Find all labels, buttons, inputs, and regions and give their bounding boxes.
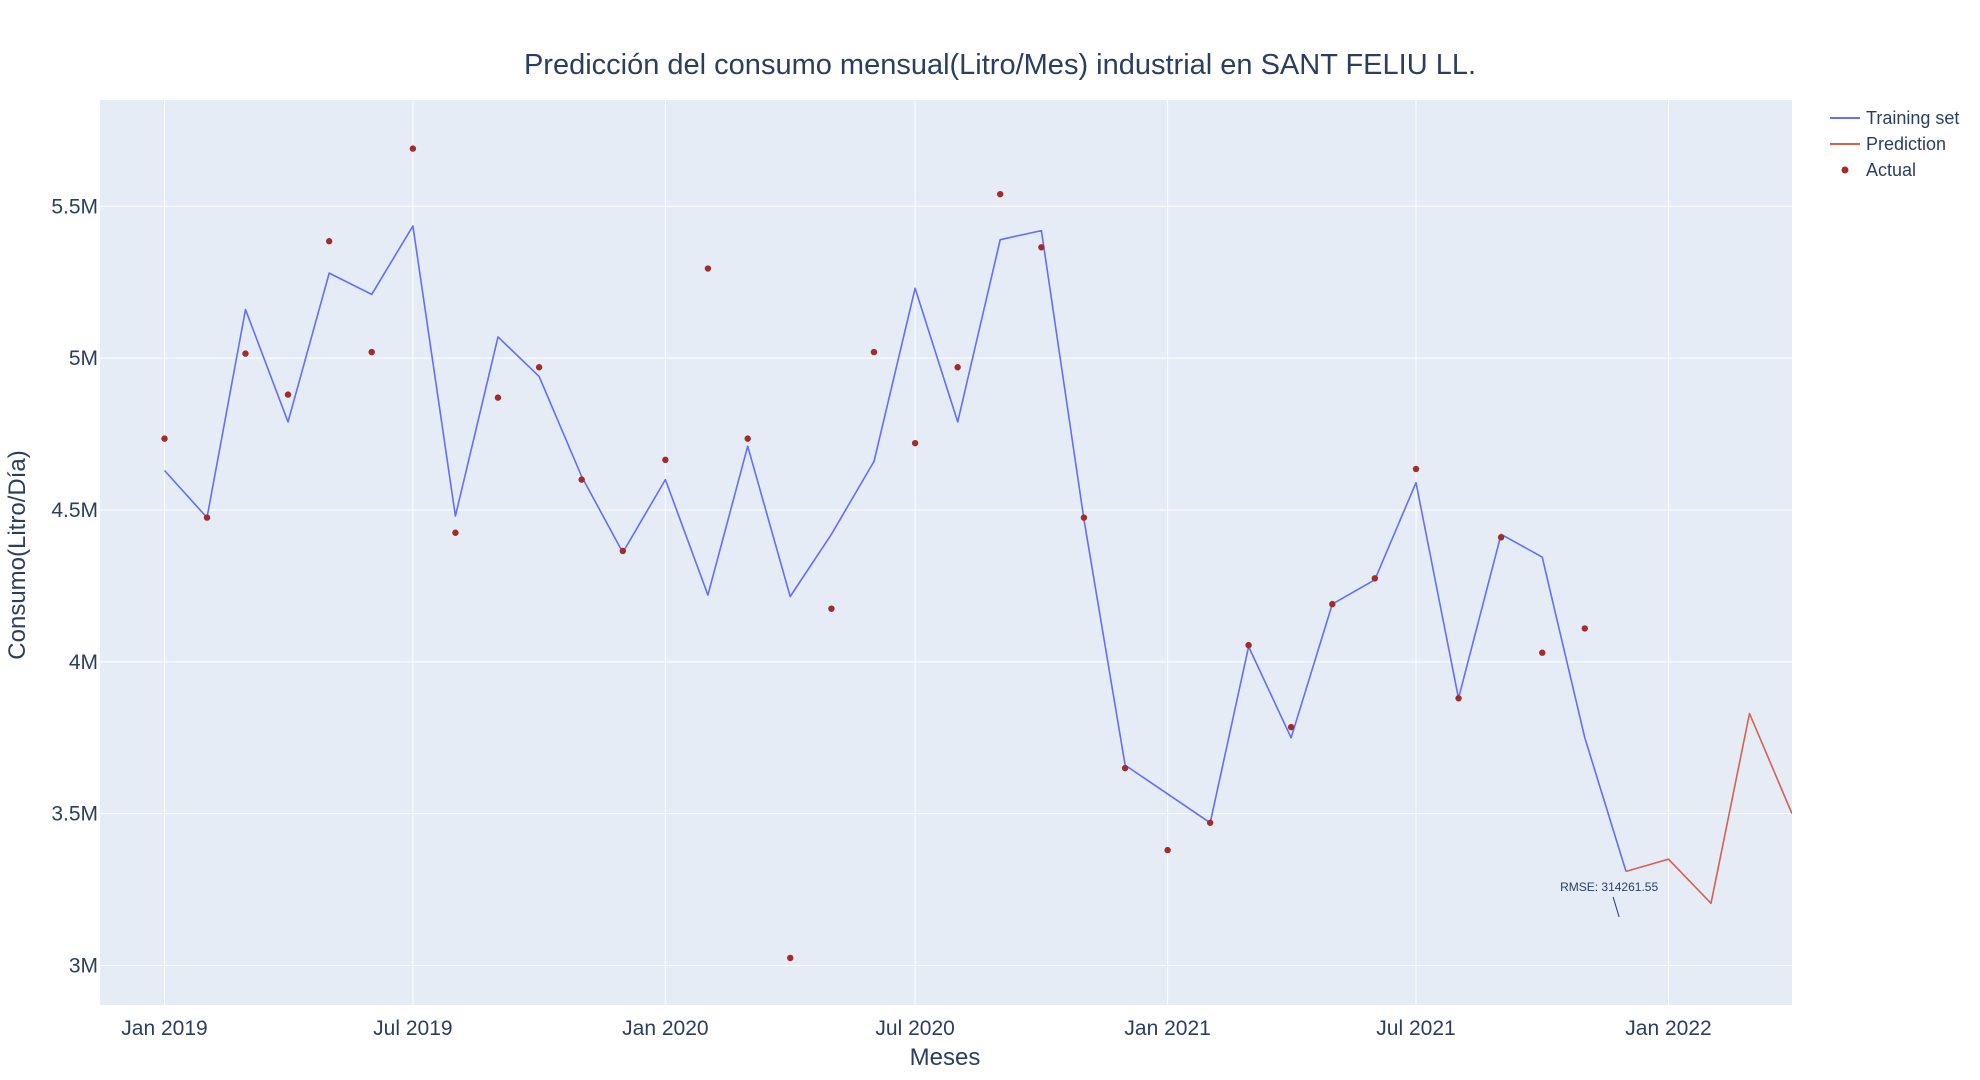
actual-point	[1329, 600, 1336, 608]
legend-item-actual[interactable]: Actual	[1841, 160, 1917, 180]
y-axis-title: Consumo(Litro/Día)	[4, 450, 31, 659]
actual-point	[662, 456, 669, 464]
y-tick-label: 4.5M	[51, 499, 98, 522]
actual-point	[1245, 641, 1252, 649]
actual-point	[242, 350, 249, 357]
actual-point	[284, 391, 292, 398]
actual-point	[954, 364, 961, 371]
x-tick-label: Jan 2021	[1124, 1017, 1210, 1040]
actual-point	[787, 954, 794, 962]
legend-item-training-set[interactable]: Training set	[1830, 108, 1959, 128]
training-set-line	[163, 225, 1627, 872]
actual-point	[325, 238, 333, 245]
x-tick-label: Jan 2020	[622, 1017, 708, 1040]
actual-point	[161, 435, 168, 442]
actual-point	[744, 435, 751, 442]
annotation-arrow	[1612, 896, 1620, 918]
actual-point	[494, 394, 502, 401]
actual-point	[828, 605, 835, 612]
actual-point	[619, 547, 627, 555]
y-tick-label: 4M	[69, 651, 98, 674]
actual-point	[1206, 819, 1214, 826]
actual-point	[997, 190, 1004, 198]
y-tick-label: 5.5M	[51, 195, 98, 218]
legend-label-prediction: Prediction	[1866, 134, 1946, 154]
actual-point	[1371, 575, 1379, 582]
actual-point	[578, 476, 585, 483]
actual-point	[870, 348, 878, 356]
chart-title: Predicción del consumo mensual(Litro/Mes…	[524, 49, 1476, 81]
actual-point	[1287, 723, 1295, 731]
actual-point	[535, 364, 543, 371]
annotation-layer: RMSE: 314261.55	[1560, 880, 1658, 918]
x-tick-label: Jul 2021	[1376, 1017, 1455, 1040]
plot-area	[100, 100, 1792, 1005]
legend-label-actual: Actual	[1866, 160, 1916, 180]
x-axis-ticks: Jan 2019 Jul 2019 Jan 2020 Jul 2020 Jan 2021…	[121, 1017, 1711, 1040]
legend-label-training-set: Training set	[1866, 108, 1959, 128]
actual-point	[1164, 846, 1171, 854]
legend[interactable]: Training set Prediction Actual	[1830, 108, 1959, 180]
legend-item-prediction[interactable]: Prediction	[1830, 134, 1946, 154]
prediction-line	[1625, 712, 1792, 905]
actual-point	[203, 514, 211, 521]
x-axis-title: Meses	[910, 1044, 981, 1071]
x-tick-label: Jan 2019	[121, 1017, 207, 1040]
legend-swatch-actual	[1841, 166, 1849, 174]
actual-point	[1581, 625, 1588, 632]
actual-point	[1412, 465, 1420, 473]
actual-point	[1080, 514, 1088, 521]
y-tick-label: 3.5M	[51, 803, 98, 826]
actual-point	[409, 145, 417, 152]
y-tick-label: 3M	[69, 955, 98, 978]
rmse-annotation: RMSE: 314261.55	[1560, 880, 1658, 894]
actual-point	[368, 348, 375, 356]
series-layer	[161, 145, 1792, 962]
actual-point	[1121, 764, 1129, 772]
y-axis-ticks: 3M 3.5M 4M 4.5M 5M 5.5M	[51, 195, 98, 977]
actual-point	[704, 265, 712, 272]
actual-point	[1539, 649, 1546, 656]
y-tick-label: 5M	[69, 347, 98, 370]
x-tick-label: Jul 2019	[373, 1017, 452, 1040]
x-tick-label: Jan 2022	[1625, 1017, 1711, 1040]
actual-point	[452, 529, 459, 536]
actual-point	[911, 439, 919, 447]
actual-point	[1038, 244, 1045, 251]
grid-lines	[100, 100, 1792, 1005]
actual-point	[1455, 695, 1462, 702]
x-tick-label: Jul 2020	[875, 1017, 954, 1040]
actual-point	[1497, 534, 1505, 541]
